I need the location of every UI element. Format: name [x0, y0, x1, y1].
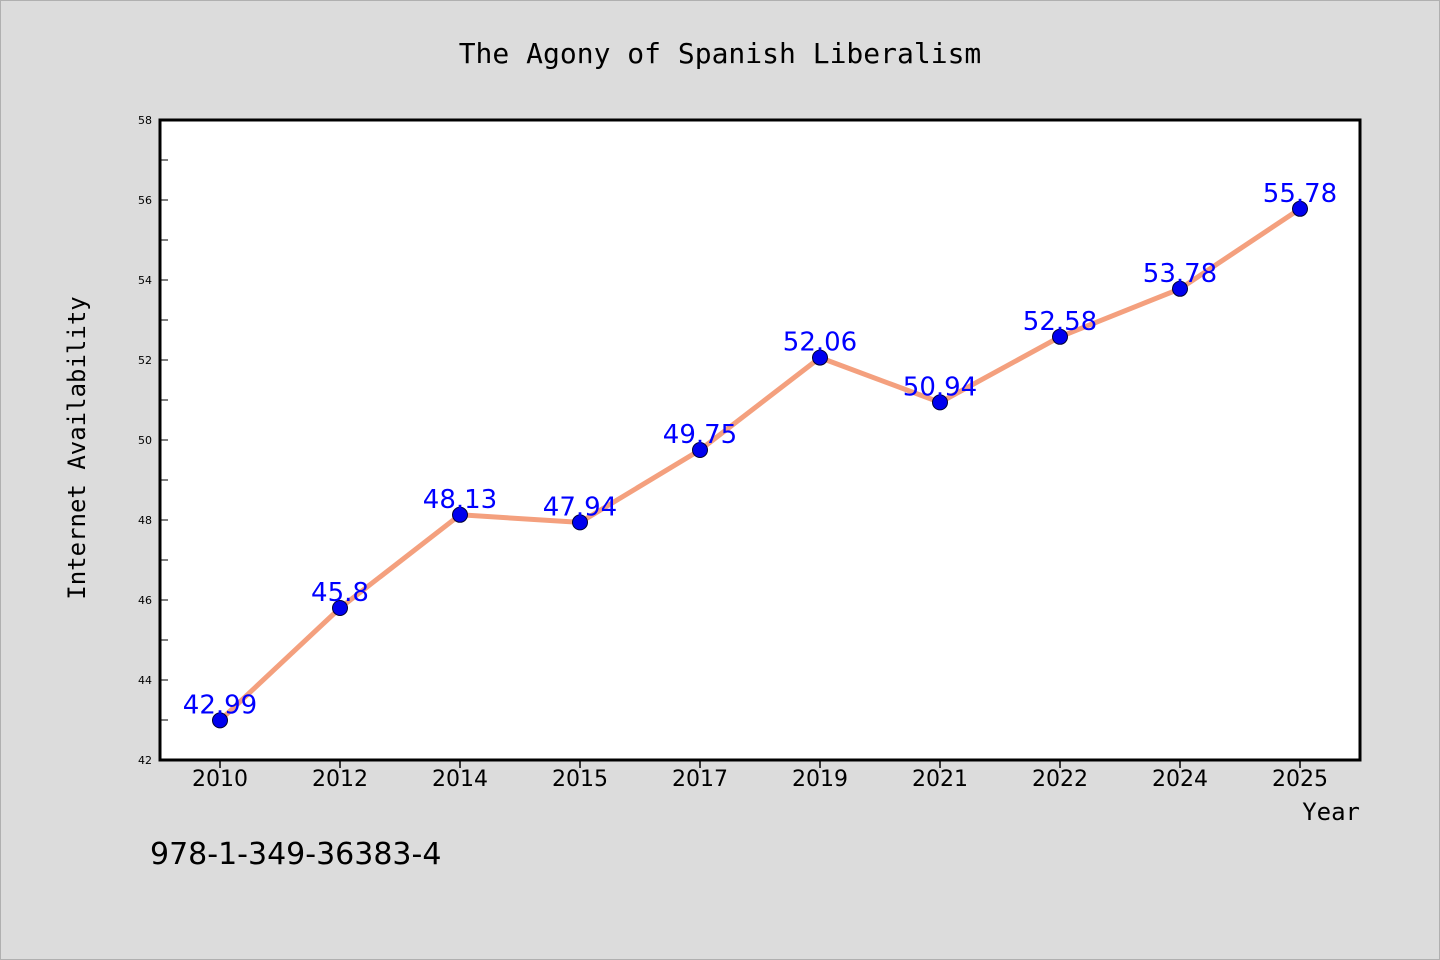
data-label-layer: 42.99 45.8 48.13 47.94 49.75 52.06 50.94 52.58 5…	[183, 179, 1337, 721]
data-label: 47.94	[543, 492, 617, 522]
y-tick-label: 48	[138, 514, 152, 527]
y-tick-label: 46	[138, 594, 152, 607]
x-tick-label: 2022	[1032, 767, 1088, 792]
marker-layer	[212, 200, 1308, 729]
x-tick-label: 2012	[312, 767, 368, 792]
y-tick-label: 42	[138, 754, 152, 767]
x-tick-label: 2021	[912, 767, 968, 792]
data-label: 53.78	[1143, 259, 1217, 289]
data-point	[1292, 200, 1308, 217]
x-tick-label: 2025	[1272, 767, 1328, 792]
x-tick-label: 2017	[672, 767, 728, 792]
y-tick-label: 56	[138, 194, 152, 207]
y-tick-label: 52	[138, 354, 152, 367]
series-layer	[217, 206, 1303, 723]
data-label: 52.58	[1023, 307, 1097, 337]
data-label: 42.99	[183, 690, 257, 720]
y-axis-label: Internet Availability	[63, 296, 91, 599]
isbn-annotation: 978-1-349-36383-4	[150, 837, 441, 872]
data-label: 52.06	[783, 328, 857, 358]
data-point	[212, 712, 228, 729]
data-point	[1172, 280, 1188, 297]
data-label: 50.94	[903, 372, 977, 402]
x-tick-label: 2024	[1152, 767, 1208, 792]
chart-title: The Agony of Spanish Liberalism	[459, 37, 982, 70]
data-label: 55.78	[1263, 179, 1337, 209]
x-axis-label: Year	[1302, 798, 1360, 826]
data-point	[932, 394, 948, 411]
data-point	[692, 442, 708, 458]
x-tick-label: 2019	[792, 767, 848, 792]
x-axis: 2010 2012 2014 2015 2017 2019 2021 2022 2024 2025	[192, 760, 1328, 792]
data-label: 48.13	[423, 485, 497, 515]
x-tick-label: 2014	[432, 767, 488, 792]
plot-area	[160, 120, 1360, 760]
y-tick-label: 44	[138, 674, 152, 687]
data-point	[332, 600, 348, 616]
x-tick-label: 2010	[192, 767, 248, 792]
x-tick-label: 2015	[552, 767, 608, 792]
y-tick-label: 58	[138, 114, 152, 127]
data-point	[1052, 328, 1068, 345]
data-point	[572, 514, 588, 531]
data-label: 49.75	[663, 420, 737, 450]
data-point	[452, 506, 468, 523]
data-label: 45.8	[311, 578, 369, 608]
plot-frame	[158, 118, 1362, 762]
series-line	[217, 206, 1303, 723]
data-point	[812, 349, 828, 366]
y-tick-label: 50	[138, 434, 152, 447]
y-tick-label: 54	[138, 274, 152, 287]
